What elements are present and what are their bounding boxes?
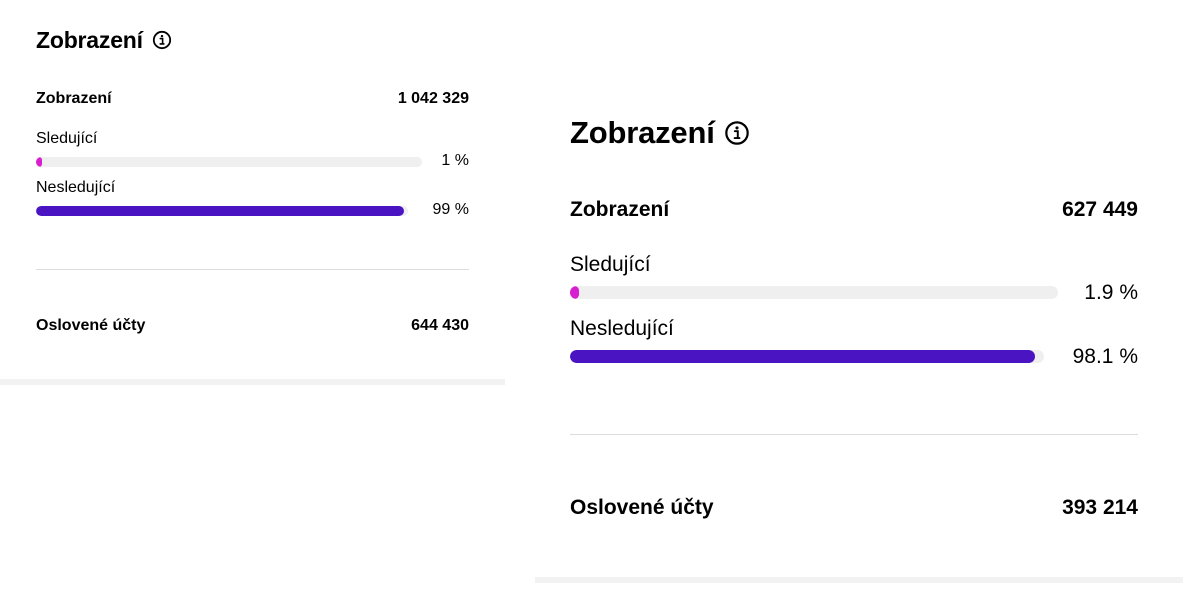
impressions-label: Zobrazení (36, 90, 112, 107)
followers-progress-bar (36, 157, 422, 167)
non-followers-progress-fill (570, 350, 1035, 363)
card-title: Zobrazení (570, 112, 750, 154)
card-title-text: Zobrazení (570, 115, 715, 150)
non-followers-label: Nesledující (570, 317, 674, 340)
impressions-value: 1 042 329 (397, 90, 469, 107)
followers-progress-fill (36, 157, 43, 167)
reach-label: Oslovené účty (36, 317, 146, 334)
impressions-row: Zobrazení 1 042 329 (36, 87, 469, 111)
reach-row: Oslovené účty 393 214 (570, 494, 1138, 522)
card-title-text: Zobrazení (36, 26, 143, 53)
card-title: Zobrazení (36, 24, 172, 56)
reach-value: 644 430 (411, 317, 469, 334)
followers-progress-fill (570, 286, 580, 299)
divider (570, 434, 1138, 435)
non-followers-progress-fill (36, 206, 405, 216)
reach-label: Oslovené účty (570, 496, 714, 519)
impressions-value: 627 449 (1062, 198, 1138, 221)
non-followers-progress-bar (570, 350, 1044, 363)
info-circle-icon[interactable] (152, 30, 172, 50)
info-circle-icon[interactable] (724, 120, 750, 146)
followers-label: Sledující (570, 253, 651, 276)
impressions-label: Zobrazení (570, 198, 670, 221)
reach-row: Oslovené účty 644 430 (36, 314, 469, 338)
followers-label: Sledující (36, 130, 98, 147)
impressions-row: Zobrazení 627 449 (570, 196, 1138, 224)
non-followers-percent: 99 % (432, 201, 469, 218)
non-followers-percent: 98.1 % (1072, 345, 1138, 368)
reach-value: 393 214 (1062, 496, 1138, 519)
non-followers-label: Nesledující (36, 179, 116, 196)
followers-percent: 1.9 % (1084, 281, 1138, 304)
divider (36, 269, 469, 270)
impressions-card-left: Zobrazení Zobrazení 1 042 329 Sledující … (0, 0, 505, 385)
followers-progress-bar (570, 286, 1058, 299)
impressions-card-right: Zobrazení Zobrazení 627 449 Sledující 1.… (535, 88, 1183, 583)
followers-percent: 1 % (441, 152, 469, 169)
non-followers-progress-bar (36, 206, 408, 216)
